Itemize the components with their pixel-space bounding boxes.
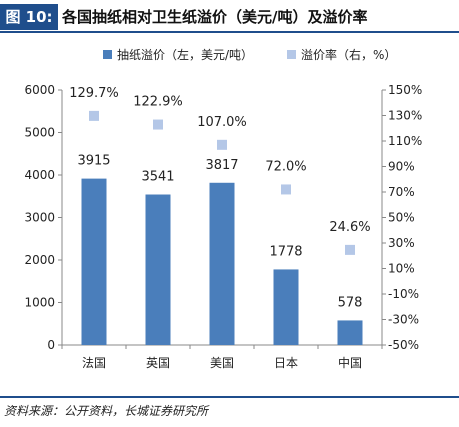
- right-tick-label: -10%: [388, 287, 419, 301]
- footer-divider: [0, 396, 459, 398]
- rate-marker: [281, 184, 291, 195]
- right-tick-label: 130%: [388, 109, 422, 123]
- rate-value-label: 129.7%: [69, 86, 119, 101]
- x-tick-label: 美国: [210, 356, 234, 370]
- x-tick-label: 法国: [82, 356, 106, 370]
- x-tick-label: 英国: [146, 356, 170, 370]
- left-tick-label: 4000: [24, 168, 55, 182]
- right-tick-label: 30%: [388, 236, 415, 250]
- right-tick-label: 150%: [388, 83, 422, 97]
- rate-value-label: 122.9%: [133, 95, 183, 110]
- right-tick-label: 10%: [388, 262, 415, 276]
- legend-marker-swatch: [287, 50, 296, 59]
- bar: [337, 320, 363, 345]
- x-tick-label: 日本: [274, 356, 298, 370]
- figure-header: 图 10: 各国抽纸相对卫生纸溢价（美元/吨）及溢价率: [0, 0, 459, 36]
- bar-value-label: 578: [338, 295, 363, 310]
- rate-value-label: 107.0%: [197, 115, 247, 130]
- figure-title: 各国抽纸相对卫生纸溢价（美元/吨）及溢价率: [62, 8, 368, 26]
- figure-label: 图 10:: [0, 4, 58, 30]
- bar: [81, 178, 107, 345]
- bar: [273, 269, 299, 345]
- legend-marker-label: 溢价率（右，%）: [301, 47, 396, 62]
- rate-marker: [89, 110, 99, 121]
- right-tick-label: 70%: [388, 185, 415, 199]
- rate-marker: [345, 244, 355, 255]
- bar-value-label: 3817: [205, 158, 238, 173]
- bar: [145, 194, 171, 345]
- bar-value-label: 3541: [141, 170, 174, 185]
- rate-marker: [153, 119, 163, 130]
- right-tick-label: -30%: [388, 313, 419, 327]
- rate-value-label: 72.0%: [265, 159, 306, 174]
- left-tick-label: 1000: [24, 296, 55, 310]
- left-tick-label: 3000: [24, 211, 55, 225]
- legend-bar-label: 抽纸溢价（左，美元/吨）: [117, 47, 253, 62]
- right-tick-label: 110%: [388, 134, 422, 148]
- header-divider: [0, 31, 459, 33]
- bar-value-label: 1778: [269, 244, 302, 259]
- source-note: 资料来源：公开资料，长城证券研究所: [4, 404, 209, 418]
- left-tick-label: 0: [47, 338, 55, 352]
- right-tick-label: 90%: [388, 160, 415, 174]
- left-tick-label: 6000: [24, 83, 55, 97]
- chart-svg: 0 1000 2000 3000 4000 5000 6000 -50% -30% -10% 10%…: [24, 47, 422, 370]
- right-tick-label: -50%: [388, 338, 419, 352]
- legend-bar-swatch: [103, 50, 112, 59]
- left-tick-label: 2000: [24, 253, 55, 267]
- rate-value-label: 24.6%: [329, 220, 370, 235]
- x-tick-label: 中国: [338, 355, 362, 370]
- rate-marker: [217, 139, 227, 150]
- left-tick-label: 5000: [24, 126, 55, 140]
- bar: [209, 182, 235, 345]
- bar-value-label: 3915: [77, 154, 110, 169]
- right-tick-label: 50%: [388, 211, 415, 225]
